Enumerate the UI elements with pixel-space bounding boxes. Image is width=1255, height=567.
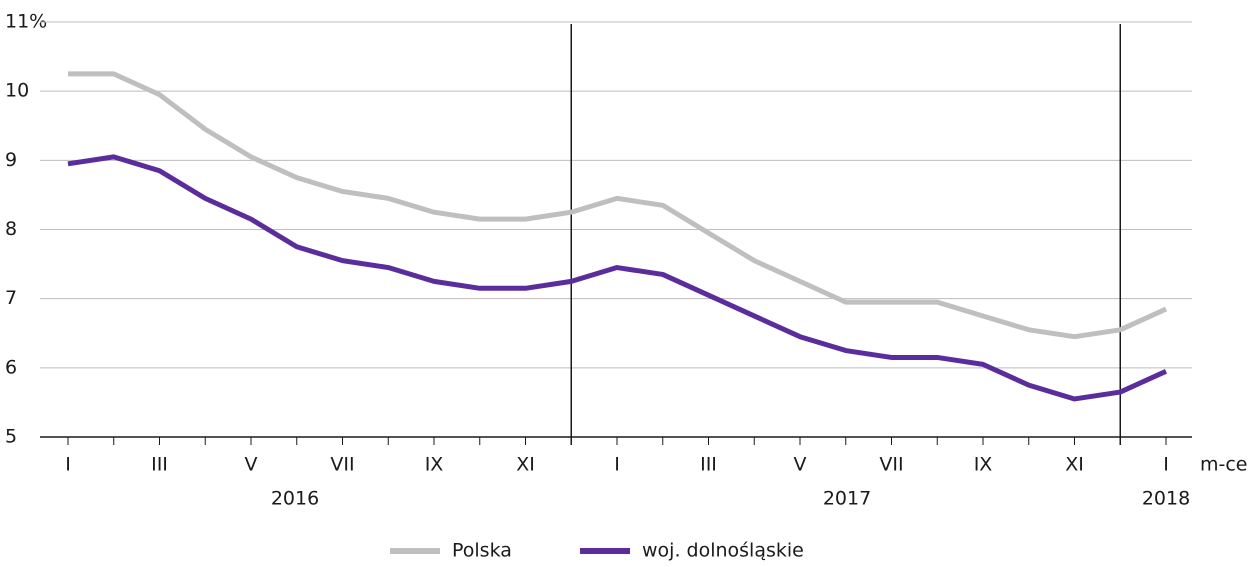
y-tick-label: 10 (5, 80, 29, 102)
year-label: 2017 (823, 488, 871, 510)
legend-label: Polska (452, 540, 512, 562)
y-tick-label: 7 (5, 287, 17, 309)
y-tick-label: 6 (5, 356, 17, 378)
x-tick-label: I (1163, 454, 1169, 476)
x-tick-label: XI (1065, 454, 1084, 476)
x-axis-label: m-ce (1200, 454, 1248, 476)
legend-label: woj. dolnośląskie (642, 540, 804, 562)
x-tick-label: I (614, 454, 620, 476)
line-series (67, 154, 1168, 402)
x-tick-label: V (245, 454, 258, 476)
year-label: 2016 (271, 488, 319, 510)
x-tick-label: V (794, 454, 807, 476)
x-tick-label: VII (879, 454, 903, 476)
y-tick-label: 8 (5, 218, 17, 240)
x-tick-label: III (700, 454, 717, 476)
line-series (68, 71, 1168, 340)
x-tick-label: VII (330, 454, 354, 476)
y-tick-label: 5 (5, 426, 17, 448)
x-tick-label: XI (516, 454, 535, 476)
y-tick-label: 11% (5, 11, 47, 33)
x-tick-label: III (151, 454, 168, 476)
year-label: 2018 (1142, 488, 1190, 510)
x-tick-label: IX (425, 454, 444, 476)
x-tick-label: IX (974, 454, 993, 476)
x-tick-label: I (65, 454, 71, 476)
y-tick-label: 9 (5, 149, 17, 171)
